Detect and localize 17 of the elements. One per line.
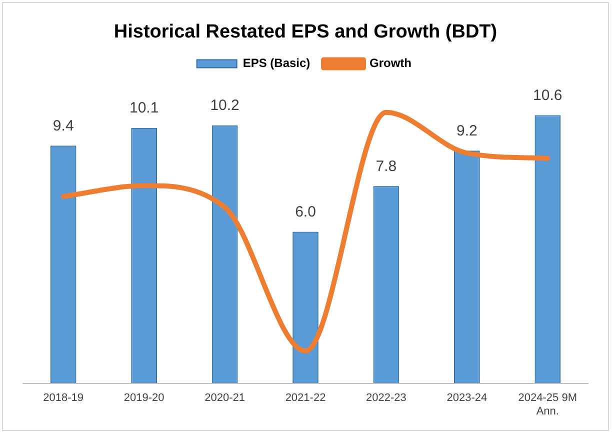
x-tick-label: 2019-20 (124, 392, 164, 404)
x-tick-label: 2024-25 9M Ann. (518, 392, 577, 418)
data-label: 10.2 (210, 97, 240, 114)
data-label: 10.1 (129, 100, 159, 117)
x-tick-label: 2021-22 (285, 392, 326, 404)
x-tick-label: 2020-21 (204, 392, 245, 404)
data-label: 7.8 (376, 158, 397, 175)
x-tick-label: 2023-24 (446, 392, 488, 404)
legend-label: EPS (Basic) (242, 56, 310, 70)
data-label: 9.4 (52, 117, 74, 134)
x-tick-label: 2022-23 (366, 392, 406, 404)
chart-title: Historical Restated EPS and Growth (BDT) (114, 22, 498, 43)
data-label: 10.6 (533, 86, 562, 104)
data-label: 6.0 (295, 203, 316, 220)
legend-label: Growth (370, 56, 412, 70)
x-tick-label: 2018-19 (43, 392, 84, 404)
data-label: 9.2 (456, 122, 478, 140)
